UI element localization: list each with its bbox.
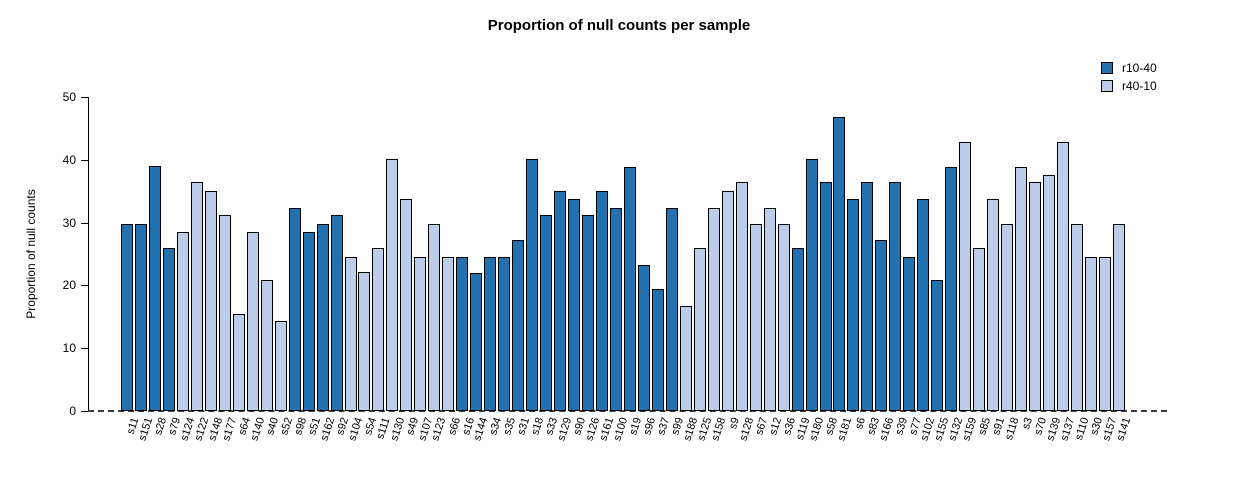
legend-item-r10-40: r10-40 <box>1101 61 1157 75</box>
bar-s11 <box>121 223 133 411</box>
bar-s64 <box>232 313 245 411</box>
bar-s158 <box>707 207 720 411</box>
bar-s140 <box>246 232 259 411</box>
bar-s144 <box>470 272 483 411</box>
y-tick-line <box>81 411 88 412</box>
y-tick-line <box>81 348 88 350</box>
bar-s12 <box>763 207 776 411</box>
legend-label: r40-10 <box>1122 79 1157 93</box>
bar-s124 <box>176 232 189 411</box>
bar-s155 <box>931 280 944 411</box>
bar-s148 <box>204 191 217 411</box>
legend-label: r10-40 <box>1122 61 1157 75</box>
bar-s107 <box>414 257 427 411</box>
bar-s83 <box>861 182 874 411</box>
y-tick-line <box>81 222 88 224</box>
bar-s100 <box>609 207 622 411</box>
y-tick-label: 10 <box>62 341 76 356</box>
bar-s141 <box>1112 223 1125 411</box>
bar-s166 <box>875 239 888 411</box>
bar-s34 <box>484 257 497 411</box>
bar-s70 <box>1029 182 1042 411</box>
bar-s49 <box>400 198 413 411</box>
bar-s9 <box>721 191 734 411</box>
y-axis-line <box>88 97 89 412</box>
bar-s79 <box>162 248 175 411</box>
bar-s177 <box>218 215 231 411</box>
bar-s130 <box>386 158 399 411</box>
bar-s102 <box>917 198 930 411</box>
y-tick-label: 0 <box>69 404 76 418</box>
y-tick-label: 50 <box>62 90 76 104</box>
bar-s6 <box>847 198 860 411</box>
chart-title: Proportion of null counts per sample <box>487 17 751 34</box>
bar-s77 <box>903 257 916 411</box>
bar-s161 <box>595 191 608 411</box>
bar-s99 <box>665 207 678 411</box>
bar-s36 <box>777 223 790 411</box>
bar-s180 <box>805 158 818 411</box>
bar-s35 <box>498 257 511 411</box>
legend-swatch-dark <box>1101 62 1113 74</box>
bar-s139 <box>1043 174 1056 411</box>
bar-s91 <box>987 198 1000 411</box>
bar-s119 <box>791 247 804 411</box>
bar-s33 <box>540 215 553 411</box>
bar-s16 <box>456 257 469 411</box>
bar-s67 <box>749 223 762 411</box>
bar-s98 <box>288 207 301 411</box>
legend-swatch-light <box>1101 80 1113 92</box>
bar-s125 <box>693 247 706 411</box>
bar-s90 <box>568 198 581 411</box>
bar-s28 <box>148 166 161 411</box>
bar-s157 <box>1098 257 1111 411</box>
bar-s126 <box>582 215 594 411</box>
bar-s40 <box>260 280 273 411</box>
bar-s128 <box>735 182 748 411</box>
bar-s137 <box>1056 142 1069 411</box>
y-axis-title: Proportion of null counts <box>24 189 38 319</box>
bar-s37 <box>651 288 664 411</box>
bar-s123 <box>428 223 441 411</box>
y-tick-line <box>81 285 88 287</box>
bar-s188 <box>679 306 692 411</box>
bar-s18 <box>526 158 539 411</box>
legend-item-r40-10: r40-10 <box>1101 79 1157 93</box>
bar-s111 <box>372 247 385 411</box>
bar-s132 <box>945 166 958 411</box>
bar-s181 <box>833 117 846 411</box>
bar-s151 <box>134 223 147 411</box>
bar-s122 <box>190 182 203 411</box>
bar-s104 <box>344 257 357 411</box>
y-tick-line <box>81 97 88 98</box>
bar-s159 <box>959 142 972 411</box>
bar-s39 <box>889 182 902 411</box>
bar-s66 <box>442 257 455 411</box>
zero-baseline-dashed-line <box>88 410 1167 412</box>
bar-s92 <box>330 215 343 411</box>
bar-s51 <box>302 232 315 411</box>
y-tick-label: 40 <box>62 152 76 167</box>
bar-s19 <box>623 166 636 411</box>
bar-s118 <box>1001 223 1014 411</box>
bar-s96 <box>637 264 650 411</box>
y-tick-line <box>81 159 88 161</box>
bar-s30 <box>1084 257 1097 411</box>
bar-s110 <box>1070 223 1083 411</box>
bar-s162 <box>316 223 329 411</box>
legend: r10-40 r40-10 <box>1101 61 1157 97</box>
bar-s129 <box>554 191 567 411</box>
y-tick-label: 30 <box>62 215 76 230</box>
bar-s3 <box>1015 166 1028 411</box>
y-tick-label: 20 <box>62 278 76 293</box>
bar-s58 <box>819 182 832 411</box>
bar-s31 <box>512 239 525 411</box>
bar-s85 <box>973 247 986 411</box>
bar-s54 <box>358 272 371 411</box>
bar-s52 <box>274 321 287 411</box>
